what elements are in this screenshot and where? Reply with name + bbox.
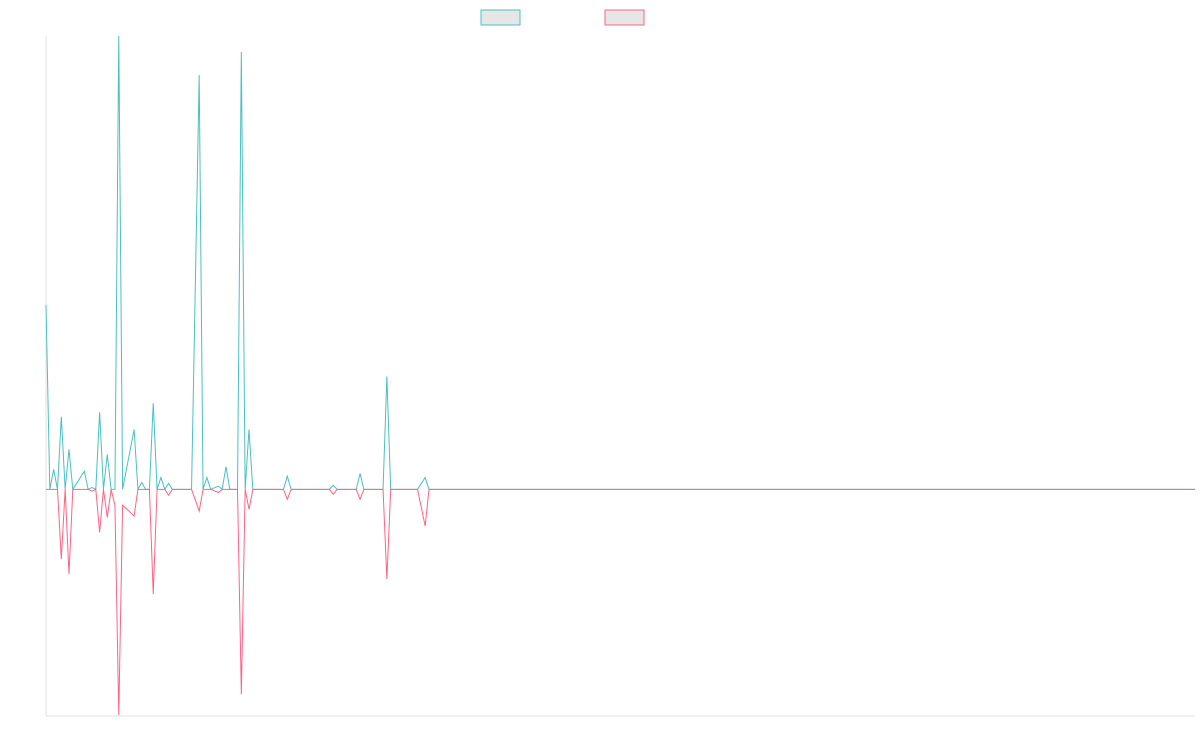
- legend-swatch: [604, 9, 645, 26]
- series-line: [45, 35, 1195, 492]
- series-line: [46, 488, 1195, 716]
- legend-swatch: [480, 9, 521, 26]
